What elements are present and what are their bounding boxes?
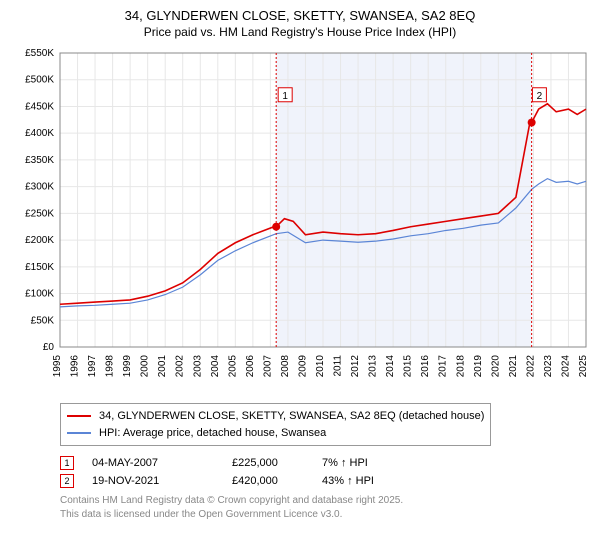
svg-text:1: 1 — [282, 91, 288, 102]
svg-text:2017: 2017 — [438, 355, 449, 378]
svg-text:2020: 2020 — [490, 355, 501, 378]
svg-text:2000: 2000 — [140, 355, 151, 378]
marker-badge: 2 — [60, 474, 74, 488]
legend-swatch — [67, 432, 91, 434]
svg-text:2023: 2023 — [543, 355, 554, 378]
svg-text:2013: 2013 — [368, 355, 379, 378]
svg-text:2011: 2011 — [333, 355, 344, 377]
marker-price: £225,000 — [232, 457, 322, 469]
svg-text:£350K: £350K — [25, 155, 54, 166]
svg-text:£450K: £450K — [25, 101, 54, 112]
marker-price: £420,000 — [232, 475, 322, 487]
legend-item: HPI: Average price, detached house, Swan… — [67, 425, 484, 442]
svg-text:2007: 2007 — [262, 355, 273, 378]
legend-label: HPI: Average price, detached house, Swan… — [99, 425, 326, 442]
footer-line: This data is licensed under the Open Gov… — [60, 508, 592, 522]
svg-text:2001: 2001 — [157, 355, 168, 378]
svg-text:1999: 1999 — [122, 355, 133, 378]
svg-text:2003: 2003 — [192, 355, 203, 378]
svg-text:2014: 2014 — [385, 355, 396, 378]
footer-text: Contains HM Land Registry data © Crown c… — [60, 494, 592, 522]
chart-legend: 34, GLYNDERWEN CLOSE, SKETTY, SWANSEA, S… — [60, 403, 491, 446]
marker-date: 19-NOV-2021 — [92, 475, 232, 487]
svg-text:2002: 2002 — [175, 355, 186, 378]
marker-pct: 43% ↑ HPI — [322, 475, 374, 487]
svg-text:2010: 2010 — [315, 355, 326, 378]
svg-text:2015: 2015 — [403, 355, 414, 378]
svg-text:1996: 1996 — [70, 355, 81, 378]
svg-text:1998: 1998 — [105, 355, 116, 378]
line-chart: £0 £50K £100K £150K £200K £250K £300K £350K £400… — [8, 47, 592, 397]
marker-date: 04-MAY-2007 — [92, 457, 232, 469]
marker-pct: 7% ↑ HPI — [322, 457, 368, 469]
marker-row: 1 04-MAY-2007 £225,000 7% ↑ HPI — [60, 456, 592, 470]
svg-text:£500K: £500K — [25, 75, 54, 86]
legend-item: 34, GLYNDERWEN CLOSE, SKETTY, SWANSEA, S… — [67, 408, 484, 425]
footer-line: Contains HM Land Registry data © Crown c… — [60, 494, 592, 508]
page-title: 34, GLYNDERWEN CLOSE, SKETTY, SWANSEA, S… — [8, 8, 592, 23]
svg-text:£100K: £100K — [25, 289, 54, 300]
svg-text:2016: 2016 — [420, 355, 431, 378]
svg-text:2009: 2009 — [297, 355, 308, 378]
svg-text:2024: 2024 — [560, 355, 571, 378]
page-subtitle: Price paid vs. HM Land Registry's House … — [8, 25, 592, 39]
svg-text:2022: 2022 — [525, 355, 536, 378]
svg-text:£200K: £200K — [25, 235, 54, 246]
svg-text:£50K: £50K — [31, 315, 55, 326]
svg-text:£550K: £550K — [25, 48, 54, 59]
svg-text:2006: 2006 — [245, 355, 256, 378]
svg-text:2005: 2005 — [227, 355, 238, 378]
marker-badge: 1 — [60, 456, 74, 470]
svg-text:2019: 2019 — [473, 355, 484, 378]
svg-text:1995: 1995 — [52, 355, 63, 378]
legend-swatch — [67, 415, 91, 417]
svg-text:£250K: £250K — [25, 208, 54, 219]
svg-text:£300K: £300K — [25, 182, 54, 193]
svg-text:£0: £0 — [43, 342, 55, 353]
svg-text:2004: 2004 — [210, 355, 221, 378]
svg-text:2012: 2012 — [350, 355, 361, 378]
legend-label: 34, GLYNDERWEN CLOSE, SKETTY, SWANSEA, S… — [99, 408, 484, 425]
svg-text:2018: 2018 — [455, 355, 466, 378]
svg-text:1997: 1997 — [87, 355, 98, 378]
svg-text:£400K: £400K — [25, 128, 54, 139]
svg-text:2021: 2021 — [508, 355, 519, 378]
svg-text:2025: 2025 — [578, 355, 589, 378]
svg-text:2008: 2008 — [280, 355, 291, 378]
svg-text:2: 2 — [537, 91, 543, 102]
svg-text:£150K: £150K — [25, 262, 54, 273]
marker-row: 2 19-NOV-2021 £420,000 43% ↑ HPI — [60, 474, 592, 488]
